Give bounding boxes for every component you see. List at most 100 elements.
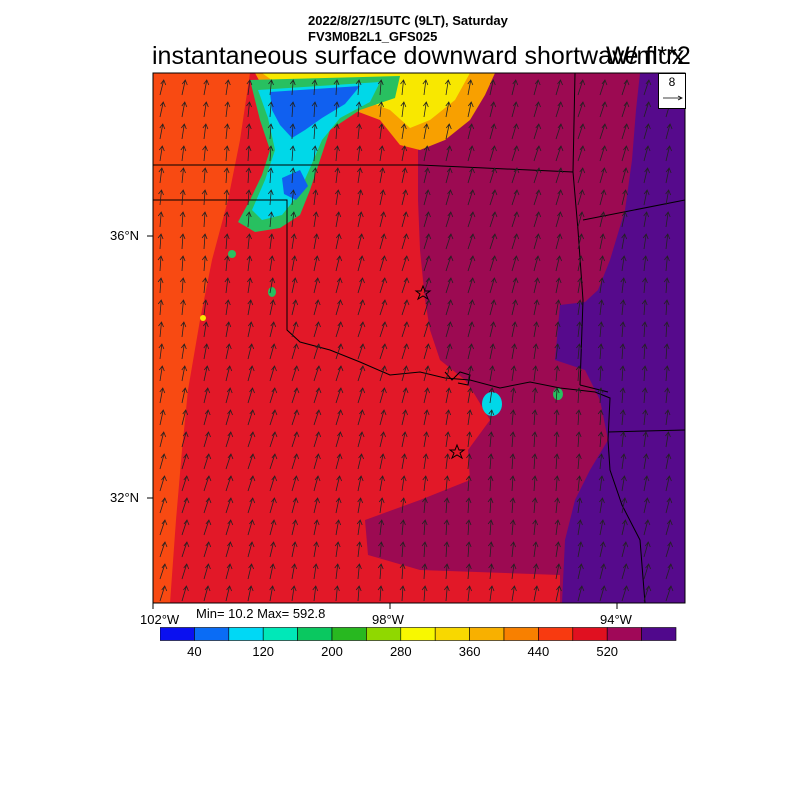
colorbar-swatch (538, 627, 574, 641)
wind-vector (466, 453, 472, 470)
wind-vector (357, 233, 365, 250)
wind-vector (269, 409, 278, 426)
wind-vector (379, 167, 386, 184)
wind-vector (510, 365, 517, 382)
wind-vector (533, 101, 541, 118)
wind-vector (335, 299, 343, 316)
wind-vector (599, 101, 608, 118)
wind-vector (467, 255, 476, 272)
wind-vector (467, 233, 476, 250)
wind-vector (269, 497, 277, 514)
lat-label-36: 36°N (110, 228, 140, 243)
wind-vector (555, 541, 561, 558)
wind-vector (467, 189, 476, 206)
wind-vector (489, 277, 497, 294)
wind-vector (465, 563, 472, 580)
wind-vector (223, 233, 230, 250)
wind-vector (577, 211, 585, 228)
wind-vector (643, 541, 651, 558)
wind-vector (422, 453, 429, 470)
wind-vector (334, 563, 341, 580)
wind-vector (575, 453, 582, 470)
cloud-region (553, 388, 563, 400)
wind-vector (621, 541, 629, 558)
wind-vector (598, 299, 605, 316)
wind-vector (401, 409, 408, 426)
wind-vector (159, 519, 168, 536)
wind-vector (555, 299, 562, 316)
wind-vector (180, 145, 187, 162)
wind-vector (245, 145, 252, 162)
wind-vector (159, 123, 166, 140)
wind-vector (225, 321, 232, 338)
wind-vector (577, 101, 586, 118)
wind-vector (619, 343, 626, 360)
model-title: FV3M0B2L1_GFS025 (308, 29, 438, 44)
wind-vector (377, 563, 384, 580)
wind-vector (621, 189, 628, 206)
wind-vector (267, 189, 274, 206)
wind-vector (181, 101, 188, 118)
wind-vector (598, 475, 605, 492)
wind-vector (665, 167, 672, 184)
wind-vector (311, 145, 318, 162)
wind-vector (401, 453, 408, 470)
wind-vector (445, 365, 452, 382)
wind-vector (357, 211, 364, 228)
wind-vector (619, 409, 626, 426)
wind-vector (246, 255, 253, 272)
wind-vector (643, 101, 652, 118)
wind-vector (533, 563, 539, 580)
wind-vector (665, 541, 673, 558)
wind-vector (445, 255, 454, 272)
wind-vector (467, 211, 476, 228)
wind-vector (577, 255, 584, 272)
wind-vector (401, 321, 410, 338)
wind-vector (620, 255, 627, 272)
wind-vector (379, 343, 388, 360)
wind-vector (599, 211, 606, 228)
wind-vector (643, 189, 650, 206)
wind-vector (665, 519, 673, 536)
wind-vector (511, 233, 520, 250)
wind-vector (356, 167, 363, 184)
wind-vector (267, 101, 274, 118)
wind-vector (665, 453, 672, 470)
wind-vector (533, 189, 542, 206)
wind-vector (665, 189, 672, 206)
wind-vector (225, 409, 233, 426)
wind-vector (335, 519, 342, 536)
wind-vector (443, 497, 450, 514)
wind-vector (379, 255, 387, 272)
wind-vector (489, 167, 498, 184)
wind-vector (577, 189, 585, 206)
wind-vector (554, 519, 561, 536)
wind-vector (620, 299, 626, 316)
colorbar-tick-label: 440 (527, 644, 550, 659)
wind-vector (159, 431, 167, 448)
colorbar-tick-label: 120 (252, 644, 275, 659)
wind-vector (533, 277, 540, 294)
wind-vector (269, 343, 277, 360)
wind-vector (377, 79, 384, 96)
wind-vector (335, 343, 344, 360)
wind-vector (555, 211, 563, 228)
wind-vector (620, 453, 627, 470)
wind-vector (357, 277, 365, 294)
wind-vector (400, 101, 407, 118)
wind-vector (312, 189, 319, 206)
wind-vector (180, 321, 187, 338)
wind-vector (355, 101, 362, 118)
wind-vector (619, 387, 626, 404)
wind-vector (466, 585, 472, 602)
wind-vector (533, 321, 540, 338)
wind-vector (445, 123, 452, 140)
wind-vector (158, 167, 165, 184)
wind-vector (400, 475, 407, 492)
wind-vector (180, 167, 186, 184)
wind-vector (599, 189, 607, 206)
wind-vector (223, 189, 230, 206)
wind-vector (201, 211, 208, 228)
wind-vector (335, 255, 343, 272)
